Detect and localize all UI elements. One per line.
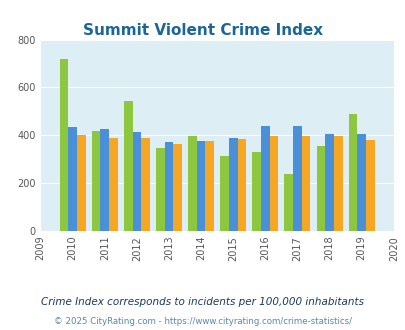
Bar [156,148,164,231]
Bar [292,126,301,231]
Bar [164,143,173,231]
Bar [301,136,310,231]
Bar [60,59,68,231]
Text: Crime Index corresponds to incidents per 100,000 inhabitants: Crime Index corresponds to incidents per… [41,297,364,307]
Bar [365,140,374,231]
Bar [348,114,356,231]
Bar [188,137,196,231]
Bar [228,138,237,231]
Bar [109,138,117,231]
Bar [196,141,205,231]
Bar [141,138,149,231]
Bar [124,101,132,231]
Bar [252,152,260,231]
Bar [100,129,109,231]
Bar [333,136,342,231]
Bar [132,132,141,231]
Bar [260,126,269,231]
Bar [77,135,85,231]
Bar [324,134,333,231]
Bar [173,144,181,231]
Bar [237,139,246,231]
Text: © 2025 CityRating.com - https://www.cityrating.com/crime-statistics/: © 2025 CityRating.com - https://www.city… [54,317,351,326]
Bar [220,156,228,231]
Bar [269,136,278,231]
Bar [68,127,77,231]
Bar [284,174,292,231]
Bar [205,141,213,231]
Bar [92,131,100,231]
Text: Summit Violent Crime Index: Summit Violent Crime Index [83,23,322,38]
Bar [316,146,324,231]
Bar [356,134,365,231]
